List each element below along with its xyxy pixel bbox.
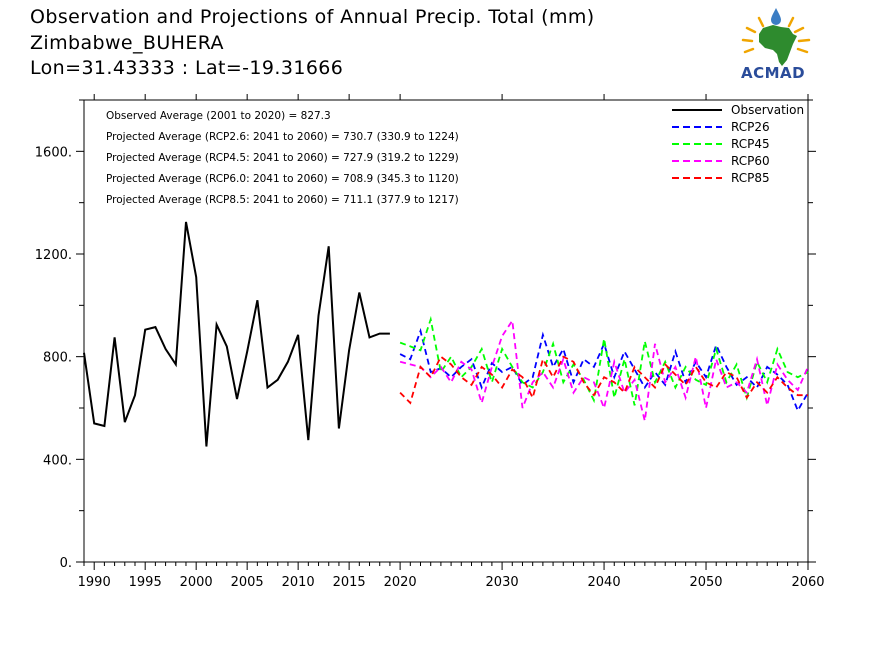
water-drop-icon — [771, 8, 781, 25]
sun-rays-icon — [741, 16, 811, 54]
plot-frame — [83, 99, 809, 563]
y-tick-label: 0. — [60, 556, 72, 571]
location-label: Zimbabwe_BUHERA — [30, 32, 224, 54]
legend-label: RCP85 — [731, 171, 770, 185]
legend: Observation RCP26 RCP45 RCP60 RCP85 — [672, 103, 804, 185]
x-tick-label: 2040 — [588, 575, 621, 590]
africa-map-icon — [759, 25, 797, 66]
y-tick-label: 400. — [43, 453, 72, 468]
x-tick-label: 2020 — [384, 575, 417, 590]
x-tick-label: 1995 — [129, 575, 162, 590]
chart-title: Observation and Projections of Annual Pr… — [30, 6, 595, 28]
coordinates-label: Lon=31.43333 : Lat=-19.31666 — [30, 57, 344, 79]
annotation-text: Observed Average (2001 to 2020) = 827.3 — [106, 110, 331, 122]
series-line-observation — [83, 221, 390, 447]
acmad-logo-text: ACMAD — [741, 64, 806, 82]
x-tick-label: 2000 — [180, 575, 213, 590]
x-tick-label: 2060 — [791, 575, 824, 590]
x-tick-label: 2030 — [486, 575, 519, 590]
annotation-text: Projected Average (RCP4.5: 2041 to 2060)… — [106, 152, 459, 164]
legend-label: RCP45 — [731, 137, 770, 151]
series-line-rcp26 — [399, 327, 809, 413]
legend-label: RCP26 — [731, 120, 770, 134]
x-tick-label: 2050 — [689, 575, 722, 590]
x-tick-label: 1990 — [78, 575, 111, 590]
annotation-text: Projected Average (RCP8.5: 2041 to 2060)… — [106, 194, 459, 206]
annotations: Observed Average (2001 to 2020) = 827.3 P… — [106, 110, 459, 206]
y-tick-label: 1600. — [35, 145, 72, 160]
y-tick-label: 800. — [43, 351, 72, 366]
acmad-logo — [741, 8, 811, 66]
annotation-text: Projected Average (RCP2.6: 2041 to 2060)… — [106, 131, 459, 143]
y-tick-label: 1200. — [35, 248, 72, 263]
legend-label: RCP60 — [731, 154, 770, 168]
series-line-rcp85 — [399, 355, 808, 405]
series-layer — [83, 221, 809, 447]
legend-label: Observation — [731, 103, 804, 117]
x-tick-label: 2005 — [231, 575, 264, 590]
axes: 0. 400. 800. 1200. 1600. 1990 1995 2000 2005 2010… — [35, 94, 825, 590]
x-tick-label: 2015 — [333, 575, 366, 590]
series-line-rcp60 — [399, 318, 809, 422]
annotation-text: Projected Average (RCP6.0: 2041 to 2060)… — [106, 173, 459, 185]
x-tick-label: 2010 — [282, 575, 315, 590]
